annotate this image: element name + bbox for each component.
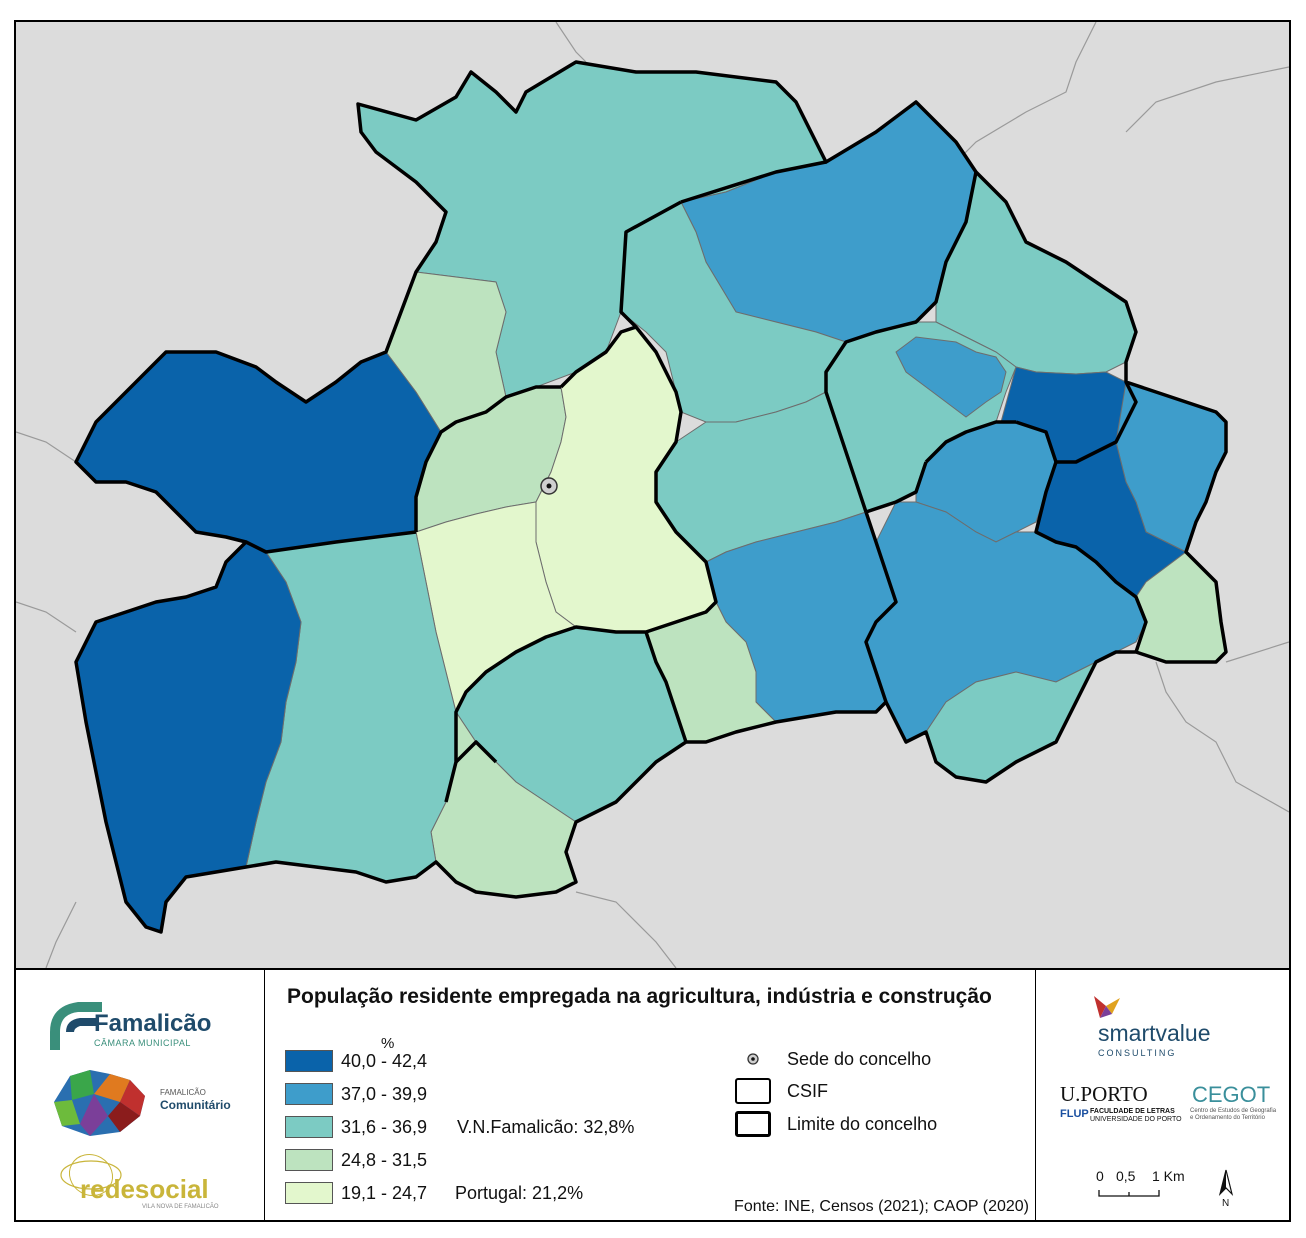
cegot-sub2: e Ordenamento do Território xyxy=(1190,1115,1265,1121)
neighbour-boundaries xyxy=(16,22,1289,968)
smartvalue-sub: CONSULTING xyxy=(1098,1048,1177,1058)
right-logos: smartvalue CONSULTING U.PORTO FLUP FACUL… xyxy=(1036,970,1289,1220)
choropleth-map xyxy=(16,22,1289,970)
comunitario-mosaic-icon xyxy=(54,1070,145,1136)
parish-east-mid xyxy=(895,336,1007,418)
legend-swatch xyxy=(285,1116,333,1138)
legend-swatch xyxy=(285,1083,333,1105)
map-svg xyxy=(16,22,1289,968)
legend-title: População residente empregada na agricul… xyxy=(287,985,992,1008)
scale-tick-0: 0 xyxy=(1096,1168,1104,1184)
legend-area: Famalicão CÂMARA MUNICIPAL FAMALICÃO Com… xyxy=(16,970,1289,1220)
boundary-label: Limite do concelho xyxy=(787,1114,938,1134)
cegot-sub1: Centro de Estudos de Geografia xyxy=(1190,1108,1277,1114)
left-logos: Famalicão CÂMARA MUNICIPAL FAMALICÃO Com… xyxy=(16,970,265,1220)
uporto-sub2: UNIVERSIDADE DO PORTO xyxy=(1090,1116,1182,1123)
stat-country: Portugal: 21,2% xyxy=(455,1183,584,1203)
legend-swatch xyxy=(285,1050,333,1072)
famalicao-logo-name: Famalicão xyxy=(94,1010,212,1037)
redesocial-swirl-icon xyxy=(60,1153,122,1197)
scale-bar-icon xyxy=(1098,1190,1160,1197)
uporto-name: U.PORTO xyxy=(1060,1082,1148,1106)
legend: População residente empregada na agricul… xyxy=(265,970,1036,1220)
parish-southwest-dark xyxy=(75,541,302,933)
scale-tick-2: 1 Km xyxy=(1152,1168,1185,1184)
smartvalue-logo-icon xyxy=(1094,996,1120,1018)
legend-class-label: 37,0 - 39,9 xyxy=(341,1084,428,1104)
scale-tick-1: 0,5 xyxy=(1116,1168,1136,1184)
comunitario-line1: FAMALICÃO xyxy=(160,1088,206,1097)
csif-symbol-icon xyxy=(735,1078,771,1104)
legend-swatch xyxy=(285,1149,333,1171)
source-note: Fonte: INE, Censos (2021); CAOP (2020) xyxy=(734,1198,1029,1215)
famalicao-logo-icon xyxy=(50,1002,102,1050)
seat-label: Sede do concelho xyxy=(787,1049,932,1069)
csif-boundaries xyxy=(74,60,1228,934)
legend-unit: % xyxy=(381,1035,395,1052)
comunitario-line2: Comunitário xyxy=(160,1098,231,1112)
redesocial-sub: VILA NOVA DE FAMALICÃO xyxy=(142,1204,219,1210)
north-arrow-icon xyxy=(1218,1169,1234,1196)
legend-class-label: 24,8 - 31,5 xyxy=(341,1150,428,1170)
legend-class-label: 19,1 - 24,7 xyxy=(341,1183,428,1203)
stat-municipality: V.N.Famalicão: 32,8% xyxy=(457,1117,635,1137)
seat-symbol-icon xyxy=(747,1053,759,1065)
csif-label: CSIF xyxy=(787,1081,829,1101)
boundary-symbol-icon xyxy=(735,1111,771,1137)
parish-west-dark xyxy=(75,351,442,553)
seat-marker xyxy=(540,477,558,495)
cegot-name: CEGOT xyxy=(1192,1082,1271,1107)
legend-class-label: 40,0 - 42,4 xyxy=(341,1051,428,1071)
flup-name: FLUP xyxy=(1060,1108,1089,1120)
parishes xyxy=(75,61,1227,933)
uporto-sub1: FACULDADE DE LETRAS xyxy=(1090,1108,1175,1115)
legend-class-label: 31,6 - 36,9 xyxy=(341,1117,428,1137)
famalicao-logo-sub: CÂMARA MUNICIPAL xyxy=(94,1038,191,1048)
redesocial-name: redesocial xyxy=(80,1174,209,1204)
map-frame: Famalicão CÂMARA MUNICIPAL FAMALICÃO Com… xyxy=(14,20,1291,1222)
smartvalue-name: smartvalue xyxy=(1098,1020,1211,1046)
north-label: N xyxy=(1222,1198,1230,1209)
legend-swatch xyxy=(285,1182,333,1204)
